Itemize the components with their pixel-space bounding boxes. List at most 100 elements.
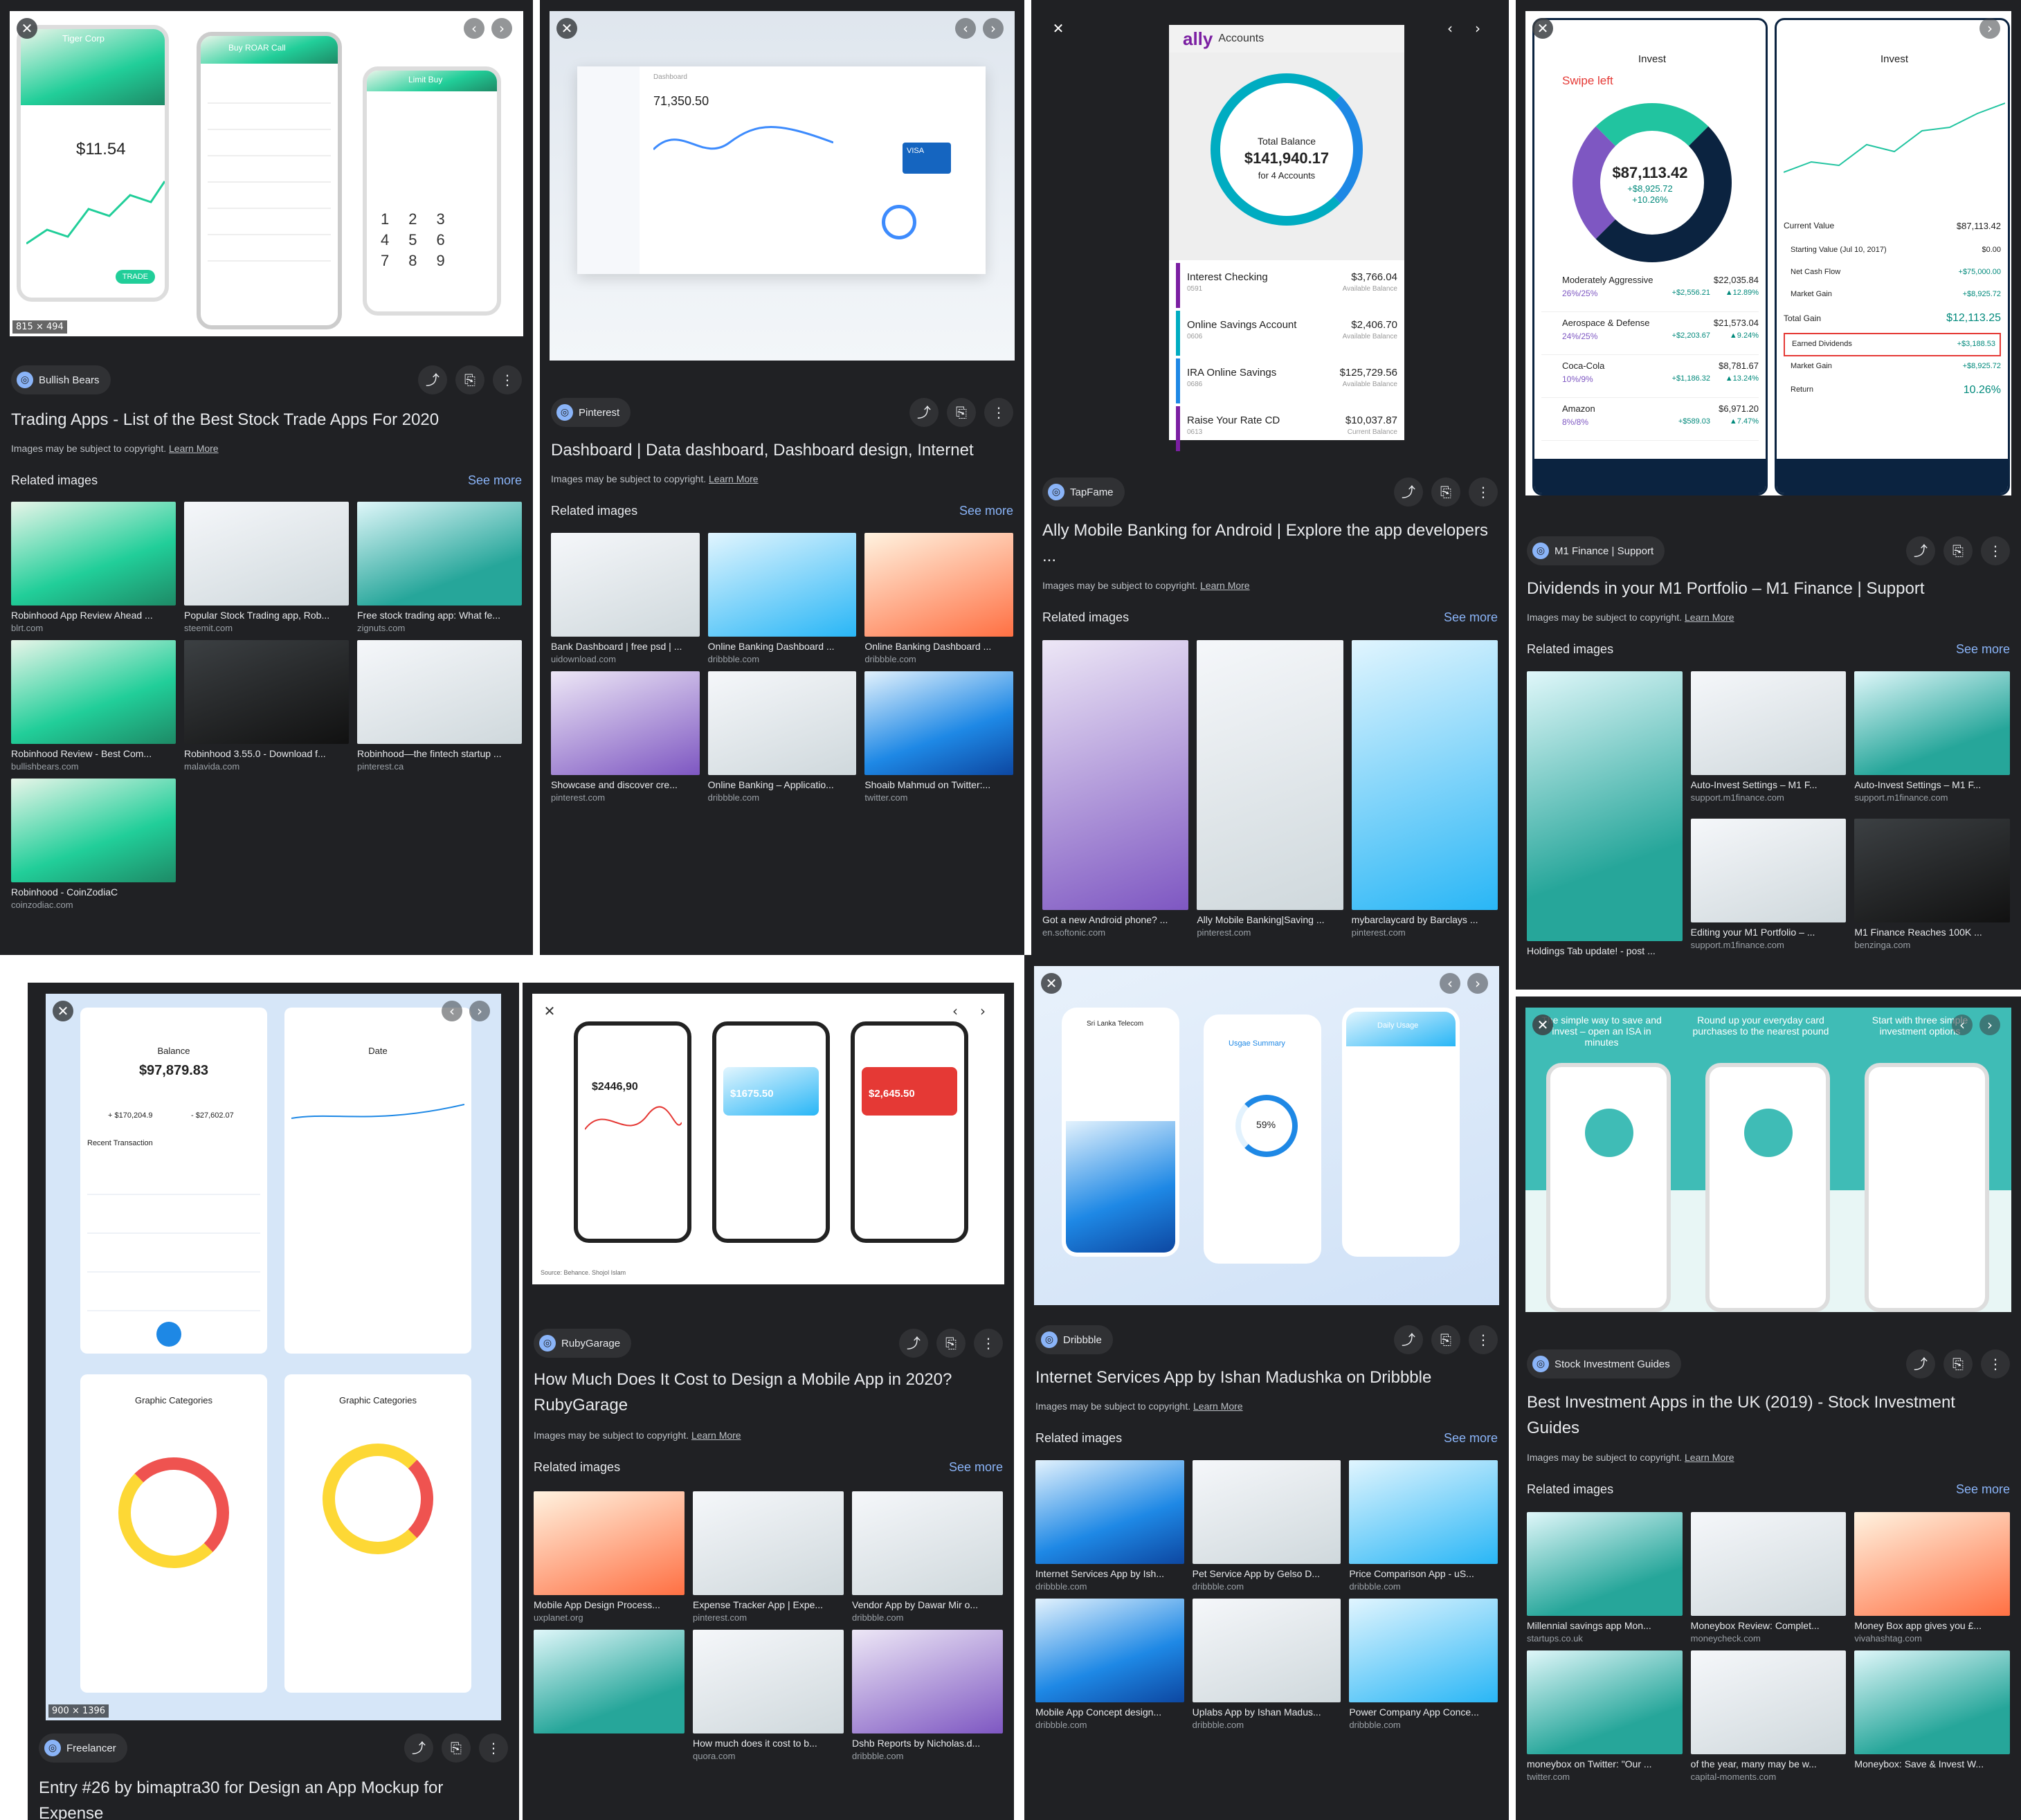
learn-more-link[interactable]: Learn More	[1200, 580, 1250, 591]
related-thumbnail[interactable]: Online Banking Dashboard ... dribbble.com	[707, 533, 857, 664]
more-icon[interactable]: ⋮	[493, 365, 522, 394]
prev-arrow-icon[interactable]: ‹	[955, 18, 976, 39]
related-thumbnail[interactable]: Popular Stock Trading app, Rob... steemit…	[184, 502, 349, 633]
more-icon[interactable]: ⋮	[1469, 1325, 1498, 1354]
related-thumbnail[interactable]: Robinhood—the fintech startup ... pintere…	[357, 640, 522, 772]
related-thumbnail[interactable]: Pet Service App by Gelso D... dribbble.co…	[1192, 1460, 1341, 1592]
related-thumbnail[interactable]: Bank Dashboard | free psd | ... uidownloa…	[551, 533, 700, 664]
learn-more-link[interactable]: Learn More	[709, 473, 759, 484]
see-more-link[interactable]: See more	[1955, 1482, 2010, 1496]
close-icon[interactable]: ✕	[1532, 1014, 1553, 1035]
related-thumbnail[interactable]: M1 Finance Reaches 100K ... benzinga.com	[1854, 818, 2010, 959]
prev-arrow-icon[interactable]: ‹	[1952, 1014, 1973, 1035]
close-icon[interactable]: ✕	[543, 1003, 556, 1019]
save-icon[interactable]: ⎘	[947, 398, 976, 427]
related-thumbnail[interactable]: Editing your M1 Portfolio – ... support.m…	[1690, 818, 1847, 959]
account-row[interactable]: Raise Your Rate CD 0613 $10,037.87 Curre…	[1176, 406, 1397, 451]
save-icon[interactable]: ⎘	[1431, 1325, 1460, 1354]
related-thumbnail[interactable]: Expense Tracker App | Expe... pinterest.c…	[693, 1491, 844, 1623]
related-thumbnail[interactable]: Shoaib Mahmud on Twitter:... twitter.com	[864, 671, 1013, 803]
learn-more-link[interactable]: Learn More	[691, 1430, 741, 1441]
result-title[interactable]: Entry #26 by bimaptra30 for Design an Ap…	[39, 1778, 444, 1820]
prev-arrow-icon[interactable]: ‹	[464, 18, 484, 39]
holding-row[interactable]: Moderately Aggressive 26%/25% $22,035.84…	[1541, 269, 1759, 312]
source-chip[interactable]: ◎ Bullish Bears	[11, 365, 111, 394]
related-thumbnail[interactable]: Ally Mobile Banking|Saving ... pinterest.…	[1197, 640, 1343, 938]
related-thumbnail[interactable]: Moneybox: Save & Invest W...	[1854, 1650, 2010, 1782]
more-icon[interactable]: ⋮	[974, 1329, 1003, 1358]
share-icon[interactable]: ⤴	[1906, 1349, 1935, 1378]
related-thumbnail[interactable]: Money Box app gives you £... vivahashtag.…	[1854, 1512, 2010, 1644]
next-arrow-icon[interactable]: ›	[469, 1001, 490, 1021]
share-icon[interactable]: ⤴	[418, 365, 447, 394]
learn-more-link[interactable]: Learn More	[169, 443, 219, 454]
hero-image[interactable]: Invest Swipe left $87,113.42 +$8,925.72 …	[1525, 11, 2011, 495]
related-thumbnail[interactable]: Mobile App Concept design... dribbble.com	[1035, 1599, 1184, 1730]
result-title[interactable]: Trading Apps - List of the Best Stock Tr…	[11, 410, 439, 429]
related-thumbnail[interactable]: Vendor App by Dawar Mir o... dribbble.com	[852, 1491, 1003, 1623]
related-thumbnail[interactable]: Got a new Android phone? ... en.softonic.…	[1042, 640, 1189, 938]
next-arrow-icon[interactable]: ›	[983, 18, 1004, 39]
result-title[interactable]: Best Investment Apps in the UK (2019) - …	[1527, 1393, 1955, 1437]
related-thumbnail[interactable]: Auto-Invest Settings – M1 F... support.m1…	[1690, 671, 1847, 812]
see-more-link[interactable]: See more	[1955, 642, 2010, 656]
hero-image[interactable]: Sri Lanka Telecom Usgae Summary 59% Dail…	[1034, 966, 1499, 1305]
holding-row[interactable]: Amazon 8%/8% $6,971.20 +$589.03 ▲7.47%	[1541, 398, 1759, 441]
more-icon[interactable]: ⋮	[1469, 477, 1498, 507]
source-chip[interactable]: ◎ Freelancer	[39, 1733, 127, 1763]
related-thumbnail[interactable]: moneybox on Twitter: "Our ... twitter.com	[1527, 1650, 1683, 1782]
see-more-link[interactable]: See more	[467, 473, 522, 487]
source-chip[interactable]: ◎ Stock Investment Guides	[1527, 1349, 1681, 1378]
related-thumbnail[interactable]: Internet Services App by Ish... dribbble.…	[1035, 1460, 1184, 1592]
close-icon[interactable]: ✕	[1532, 18, 1553, 39]
result-title[interactable]: Ally Mobile Banking for Android | Explor…	[1042, 521, 1488, 565]
account-row[interactable]: Online Savings Account 0606 $2,406.70 Av…	[1176, 311, 1397, 356]
related-thumbnail[interactable]: Power Company App Conce... dribbble.com	[1349, 1599, 1498, 1730]
result-title[interactable]: Dashboard | Data dashboard, Dashboard de…	[551, 441, 974, 459]
save-icon[interactable]: ⎘	[1431, 477, 1460, 507]
related-thumbnail[interactable]: Showcase and discover cre... pinterest.co…	[551, 671, 700, 803]
more-icon[interactable]: ⋮	[1981, 536, 2010, 565]
related-thumbnail[interactable]: How much does it cost to b... quora.com	[693, 1630, 844, 1761]
share-icon[interactable]: ⤴	[899, 1329, 928, 1358]
close-icon[interactable]: ✕	[1052, 20, 1064, 37]
hero-image[interactable]: ally Accounts Total Balance $141,940.17 …	[1041, 11, 1499, 454]
share-icon[interactable]: ⤴	[1394, 477, 1423, 507]
hero-image[interactable]: Dashboard 71,350.50 VISA ✕ ‹ ›	[550, 11, 1015, 361]
save-icon[interactable]: ⎘	[442, 1733, 471, 1763]
more-icon[interactable]: ⋮	[479, 1733, 508, 1763]
related-thumbnail[interactable]: Robinhood 3.55.0 - Download f... malavida…	[184, 640, 349, 772]
related-thumbnail[interactable]	[534, 1630, 685, 1761]
save-icon[interactable]: ⎘	[455, 365, 484, 394]
holding-row[interactable]: Aerospace & Defense 24%/25% $21,573.04 +…	[1541, 312, 1759, 355]
related-thumbnail[interactable]: Online Banking – Applicatio... dribbble.c…	[707, 671, 857, 803]
save-icon[interactable]: ⎘	[936, 1329, 966, 1358]
next-arrow-icon[interactable]: ›	[1467, 973, 1488, 994]
next-arrow-icon[interactable]: ›	[1979, 18, 2000, 39]
hero-image[interactable]: $2446,90 $1675.50 $2,645.50 Source: Beha…	[532, 994, 1004, 1284]
related-thumbnail[interactable]: Free stock trading app: What fe... zignut…	[357, 502, 522, 633]
see-more-link[interactable]: See more	[1443, 610, 1498, 624]
share-icon[interactable]: ⤴	[1394, 1325, 1423, 1354]
next-arrow-icon[interactable]: ›	[1979, 1014, 2000, 1035]
result-title[interactable]: Dividends in your M1 Portfolio – M1 Fina…	[1527, 579, 1925, 598]
learn-more-link[interactable]: Learn More	[1685, 1452, 1734, 1463]
prev-arrow-icon[interactable]: ‹	[1447, 20, 1453, 37]
related-thumbnail[interactable]: Auto-Invest Settings – M1 F... support.m1…	[1854, 671, 2010, 812]
share-icon[interactable]: ⤴	[909, 398, 939, 427]
result-title[interactable]: How Much Does It Cost to Design a Mobile…	[534, 1370, 952, 1414]
see-more-link[interactable]: See more	[948, 1460, 1003, 1474]
learn-more-link[interactable]: Learn More	[1685, 612, 1734, 623]
prev-arrow-icon[interactable]: ‹	[952, 1003, 958, 1019]
related-thumbnail[interactable]: Millennial savings app Mon... startups.co…	[1527, 1512, 1683, 1644]
see-more-link[interactable]: See more	[1443, 1431, 1498, 1445]
close-icon[interactable]: ✕	[53, 1001, 73, 1021]
source-chip[interactable]: ◎ Dribbble	[1035, 1325, 1113, 1354]
related-thumbnail[interactable]: Robinhood Review - Best Com... bullishbea…	[11, 640, 176, 772]
hero-image[interactable]: Tiger Corp $11.54 TRADE Buy ROAR Call Li…	[10, 11, 523, 336]
next-arrow-icon[interactable]: ›	[491, 18, 512, 39]
save-icon[interactable]: ⎘	[1943, 536, 1973, 565]
close-icon[interactable]: ✕	[556, 18, 577, 39]
next-arrow-icon[interactable]: ›	[980, 1003, 986, 1019]
related-thumbnail[interactable]: mybarclaycard by Barclays ... pinterest.c…	[1351, 640, 1498, 938]
